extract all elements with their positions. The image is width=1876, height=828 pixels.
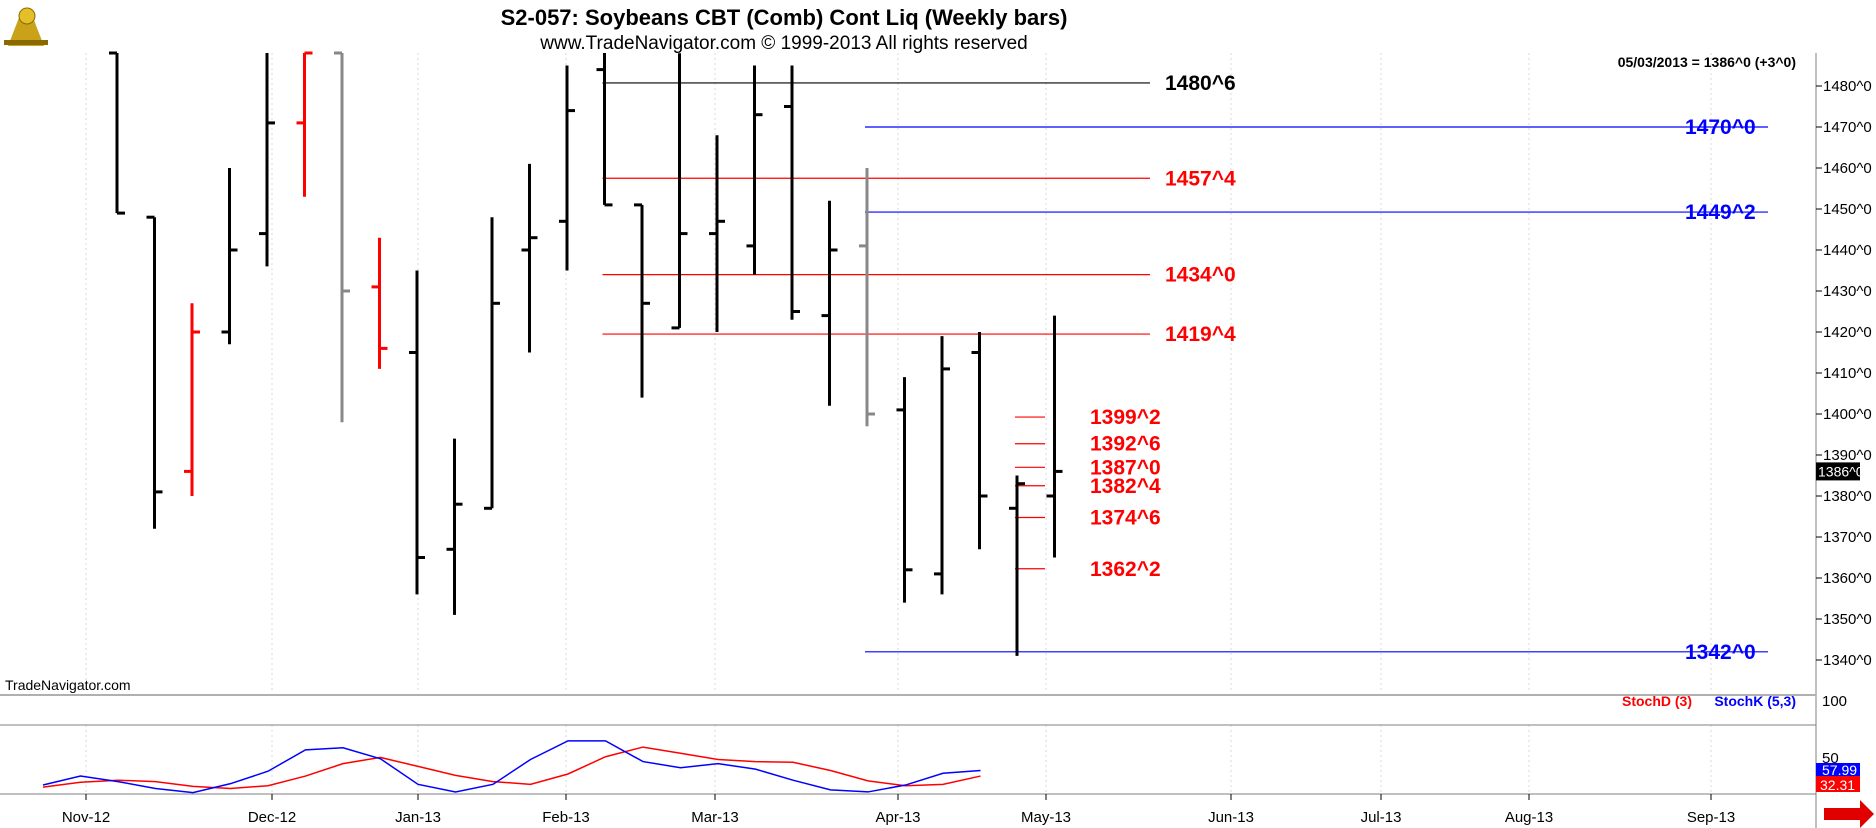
stoch-last-values: 57.99 32.31: [1816, 762, 1860, 793]
level-label: 1399^2: [1090, 406, 1161, 429]
ohlc-bar: [259, 53, 275, 267]
ohlc-bar: [296, 51, 313, 197]
ohlc-bar: [784, 65, 800, 320]
ohlc-bar: [634, 203, 650, 398]
time-tick-label: Feb-13: [542, 809, 590, 826]
stochastic-panel: StochD (3) StochK (5,3) 100 50 57.99 32.…: [0, 693, 1860, 795]
stoch-lines: [42, 740, 981, 794]
price-tick-label: 1420^0: [1823, 324, 1872, 341]
last-price-label: 1386^0: [1818, 463, 1864, 479]
legend-stochd: StochD (3): [1622, 693, 1692, 709]
price-tick-label: 1410^0: [1823, 365, 1872, 382]
ohlc-bar: [184, 303, 200, 496]
watermark-text: TradeNavigator.com: [5, 677, 131, 693]
level-label: 1457^4: [1165, 167, 1236, 190]
right-arrow-icon[interactable]: [1824, 800, 1874, 828]
ohlc-bar: [821, 200, 838, 406]
level-label: 1470^0: [1685, 116, 1756, 139]
stochk-last-value: 57.99: [1822, 762, 1857, 778]
ohlc-bar: [746, 65, 763, 275]
last-price-marker: 1386^0: [1816, 462, 1864, 481]
level-label: 1434^0: [1165, 264, 1236, 287]
ohlc-bar: [109, 51, 125, 215]
stochd-last-value: 32.31: [1820, 777, 1855, 793]
time-tick-label: Aug-13: [1505, 809, 1553, 826]
ohlc-bar: [371, 237, 388, 369]
time-tick-label: Nov-12: [62, 809, 110, 826]
time-axis: Nov-12 Dec-12 Jan-13 Feb-13 Mar-13 Apr-13 May-…: [62, 794, 1735, 826]
ohlc-bar: [146, 215, 163, 529]
level-label: 1382^4: [1090, 475, 1161, 498]
ohlc-bar: [484, 217, 500, 510]
price-panel: 1480^6 1470^0 1457^4 1449^2 1434^0 1419^4 1399…: [0, 51, 1872, 828]
time-tick-label: Mar-13: [691, 809, 739, 826]
chart-title: S2-057: Soybeans CBT (Comb) Cont Liq (We…: [501, 5, 1068, 30]
sextant-logo-icon: [4, 7, 48, 46]
ohlc-bars: [109, 51, 1063, 656]
ohlc-bar: [896, 377, 913, 603]
price-tick-label: 1460^0: [1823, 160, 1872, 177]
level-label: 1342^0: [1685, 641, 1756, 664]
time-tick-label: Jul-13: [1361, 809, 1402, 826]
stoch-tick-50: 50: [1822, 750, 1839, 767]
ohlc-bar: [1046, 315, 1063, 558]
price-tick-label: 1360^0: [1823, 570, 1872, 587]
ohlc-bar: [709, 135, 725, 332]
time-tick-label: Jun-13: [1208, 809, 1254, 826]
vertical-gridlines: [85, 53, 1712, 794]
price-tick-label: 1370^0: [1823, 529, 1872, 546]
time-tick-label: Apr-13: [875, 809, 920, 826]
price-tick-label: 1400^0: [1823, 406, 1872, 423]
ohlc-bar: [596, 53, 613, 207]
price-tick-label: 1430^0: [1823, 283, 1872, 300]
price-axis-ticks: 1340^0 1350^0 1360^0 1370^0 1380^0 1390^0 1400…: [1816, 78, 1872, 669]
logo: [4, 7, 48, 46]
price-tick-label: 1450^0: [1823, 201, 1872, 218]
price-tick-label: 1470^0: [1823, 119, 1872, 136]
ohlc-bar: [559, 65, 575, 271]
last-price-info: 05/03/2013 = 1386^0 (+3^0): [1618, 54, 1796, 70]
stoch-series-stochk: [42, 740, 981, 794]
ohlc-bar: [934, 336, 950, 595]
time-tick-label: May-13: [1021, 809, 1071, 826]
ohlc-bar: [521, 163, 538, 353]
price-levels: 1480^6 1470^0 1457^4 1449^2 1434^0 1419^4 1399…: [602, 72, 1768, 664]
stoch-series-stochd: [42, 746, 981, 790]
stoch-tick-100: 100: [1822, 693, 1847, 710]
price-tick-label: 1390^0: [1823, 447, 1872, 464]
ohlc-bar: [221, 168, 238, 345]
price-tick-label: 1340^0: [1823, 652, 1872, 669]
ohlc-bar: [446, 438, 463, 615]
chart-subtitle: www.TradeNavigator.com © 1999-2013 All r…: [539, 33, 1027, 54]
price-tick-label: 1480^0: [1823, 78, 1872, 95]
ohlc-bar: [334, 51, 350, 423]
price-tick-label: 1440^0: [1823, 242, 1872, 259]
ohlc-bar: [971, 332, 988, 550]
level-label: 1374^6: [1090, 507, 1161, 530]
time-tick-label: Sep-13: [1687, 809, 1735, 826]
time-tick-label: Jan-13: [395, 809, 441, 826]
ohlc-bar: [859, 168, 875, 427]
ohlc-bar: [409, 270, 425, 595]
level-label: 1480^6: [1165, 72, 1236, 95]
level-label: 1362^2: [1090, 558, 1161, 581]
level-label: 1449^2: [1685, 201, 1756, 224]
ohlc-bar: [1009, 475, 1025, 656]
price-tick-label: 1350^0: [1823, 611, 1872, 628]
level-label: 1392^6: [1090, 433, 1161, 456]
ohlc-bar: [671, 53, 688, 330]
price-tick-label: 1380^0: [1823, 488, 1872, 505]
time-tick-label: Dec-12: [248, 809, 296, 826]
legend-stochk: StochK (5,3): [1714, 693, 1796, 709]
level-label: 1387^0: [1090, 456, 1161, 479]
level-label: 1419^4: [1165, 323, 1236, 346]
